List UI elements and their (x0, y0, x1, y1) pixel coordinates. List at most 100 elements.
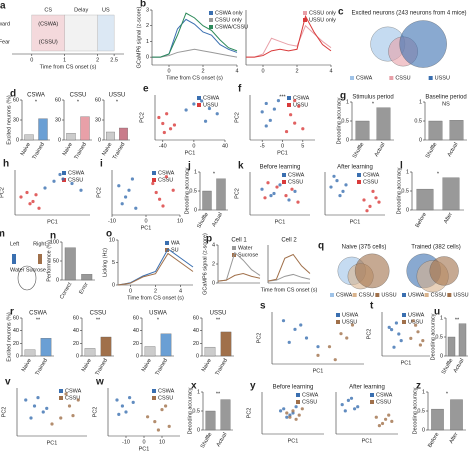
point (157, 115, 161, 120)
point (153, 420, 157, 424)
point (37, 206, 41, 210)
legend-label: USSU (293, 102, 308, 108)
legend-label: CSSU (158, 177, 173, 183)
y-tick-label: 0 (346, 137, 349, 143)
y-axis-label: PC2 (234, 112, 240, 123)
point (168, 127, 173, 131)
point (260, 110, 264, 114)
point (164, 404, 168, 408)
significance: * (35, 99, 38, 105)
y-tick-label: 1 (194, 169, 197, 175)
point (374, 415, 378, 419)
point (130, 177, 134, 181)
x-tick-label: 2 (201, 68, 204, 74)
legend-label: USSU (381, 292, 396, 298)
point (167, 424, 171, 428)
point (341, 189, 345, 193)
legend-label: Water (238, 245, 253, 251)
legend-label: CSSU (363, 179, 378, 185)
phase-label: CS (44, 7, 52, 13)
panel-label: n (50, 231, 56, 242)
panel-label: o (106, 229, 112, 240)
panel-label: z (416, 381, 421, 392)
bar (458, 323, 467, 357)
legend-label: CSSU (158, 395, 173, 401)
panel-label: k (238, 161, 244, 172)
significance: ** (455, 317, 460, 323)
x-tick-label: Naive (81, 358, 93, 373)
bar (64, 247, 76, 281)
legend-swatch (370, 393, 374, 397)
significance: * (372, 101, 375, 107)
significance: * (213, 171, 216, 177)
point (278, 183, 282, 187)
panel-label: m (0, 229, 5, 240)
y-axis-label: PC2 (246, 408, 252, 419)
point (76, 398, 80, 402)
panel-label: e (143, 84, 149, 95)
x-tick-label: Naive (101, 142, 113, 157)
y-tick-label: 0 (212, 280, 215, 286)
y-tick-label: 20 (133, 341, 139, 347)
point (365, 209, 369, 213)
legend-swatch (62, 171, 66, 175)
legend-label: CSSU only (309, 10, 336, 16)
y-tick-label: 4 (212, 242, 215, 248)
point (339, 332, 343, 336)
legend-swatch (357, 180, 361, 184)
legend-swatch (282, 173, 286, 177)
x-tick-label: Error (78, 282, 89, 296)
y-axis-label: Performance (%) (46, 240, 52, 282)
x-tick-label: 1 (63, 57, 66, 63)
x-axis-label: PC1 (313, 368, 324, 374)
y-tick-label: 0.5 (192, 408, 200, 414)
legend-swatch (232, 246, 236, 250)
point (120, 202, 124, 206)
y-axis-label: Decoding accuracy (184, 167, 190, 214)
point (156, 428, 160, 432)
point (399, 339, 403, 343)
panel-label: h (3, 159, 9, 170)
y-tick-label: 0 (56, 277, 59, 283)
point (120, 404, 124, 408)
point (338, 194, 342, 198)
legend-swatch (352, 293, 357, 297)
line (246, 24, 332, 58)
point (160, 408, 164, 412)
x-tick-label: Naive (20, 142, 32, 157)
point (333, 358, 337, 362)
point (134, 206, 138, 210)
bar (204, 346, 216, 357)
point (377, 200, 381, 204)
legend-label: CSWA (288, 172, 305, 178)
panel-title: CSWA (29, 311, 47, 317)
legend-swatch (357, 173, 361, 177)
y-axis-label: Decoding accuracy (336, 97, 342, 144)
y-axis-label: PC2 (234, 188, 240, 199)
y-tick-label: 2 (146, 23, 149, 29)
point (172, 123, 177, 127)
y-axis-label: PC2 (0, 187, 5, 198)
panel-label: f (238, 84, 242, 95)
legend-label: USWA (408, 292, 425, 298)
diagram-label: Water (10, 267, 25, 273)
point (377, 424, 381, 428)
bar (80, 116, 90, 141)
y-tick-label: 30 (13, 117, 19, 123)
bar (40, 338, 52, 357)
line (117, 252, 194, 286)
y-tick-label: 0.5 (189, 188, 197, 194)
point (34, 193, 38, 197)
point (327, 345, 332, 349)
legend-label: CSWA (203, 95, 220, 101)
x-tick-label: 0 (192, 143, 195, 149)
y-tick-label: 2 (212, 261, 215, 267)
legend-label: CSSU (395, 75, 410, 81)
y-tick-label: 60 (55, 97, 61, 103)
legend-label: USWA (408, 312, 425, 318)
y-axis-label: PC2 (96, 187, 102, 198)
y-tick-label: 40 (73, 328, 79, 334)
legend-swatch (296, 393, 300, 397)
x-axis-label: Time from CS onset (s) (261, 287, 318, 293)
legend-label: Sucrose (238, 252, 258, 258)
